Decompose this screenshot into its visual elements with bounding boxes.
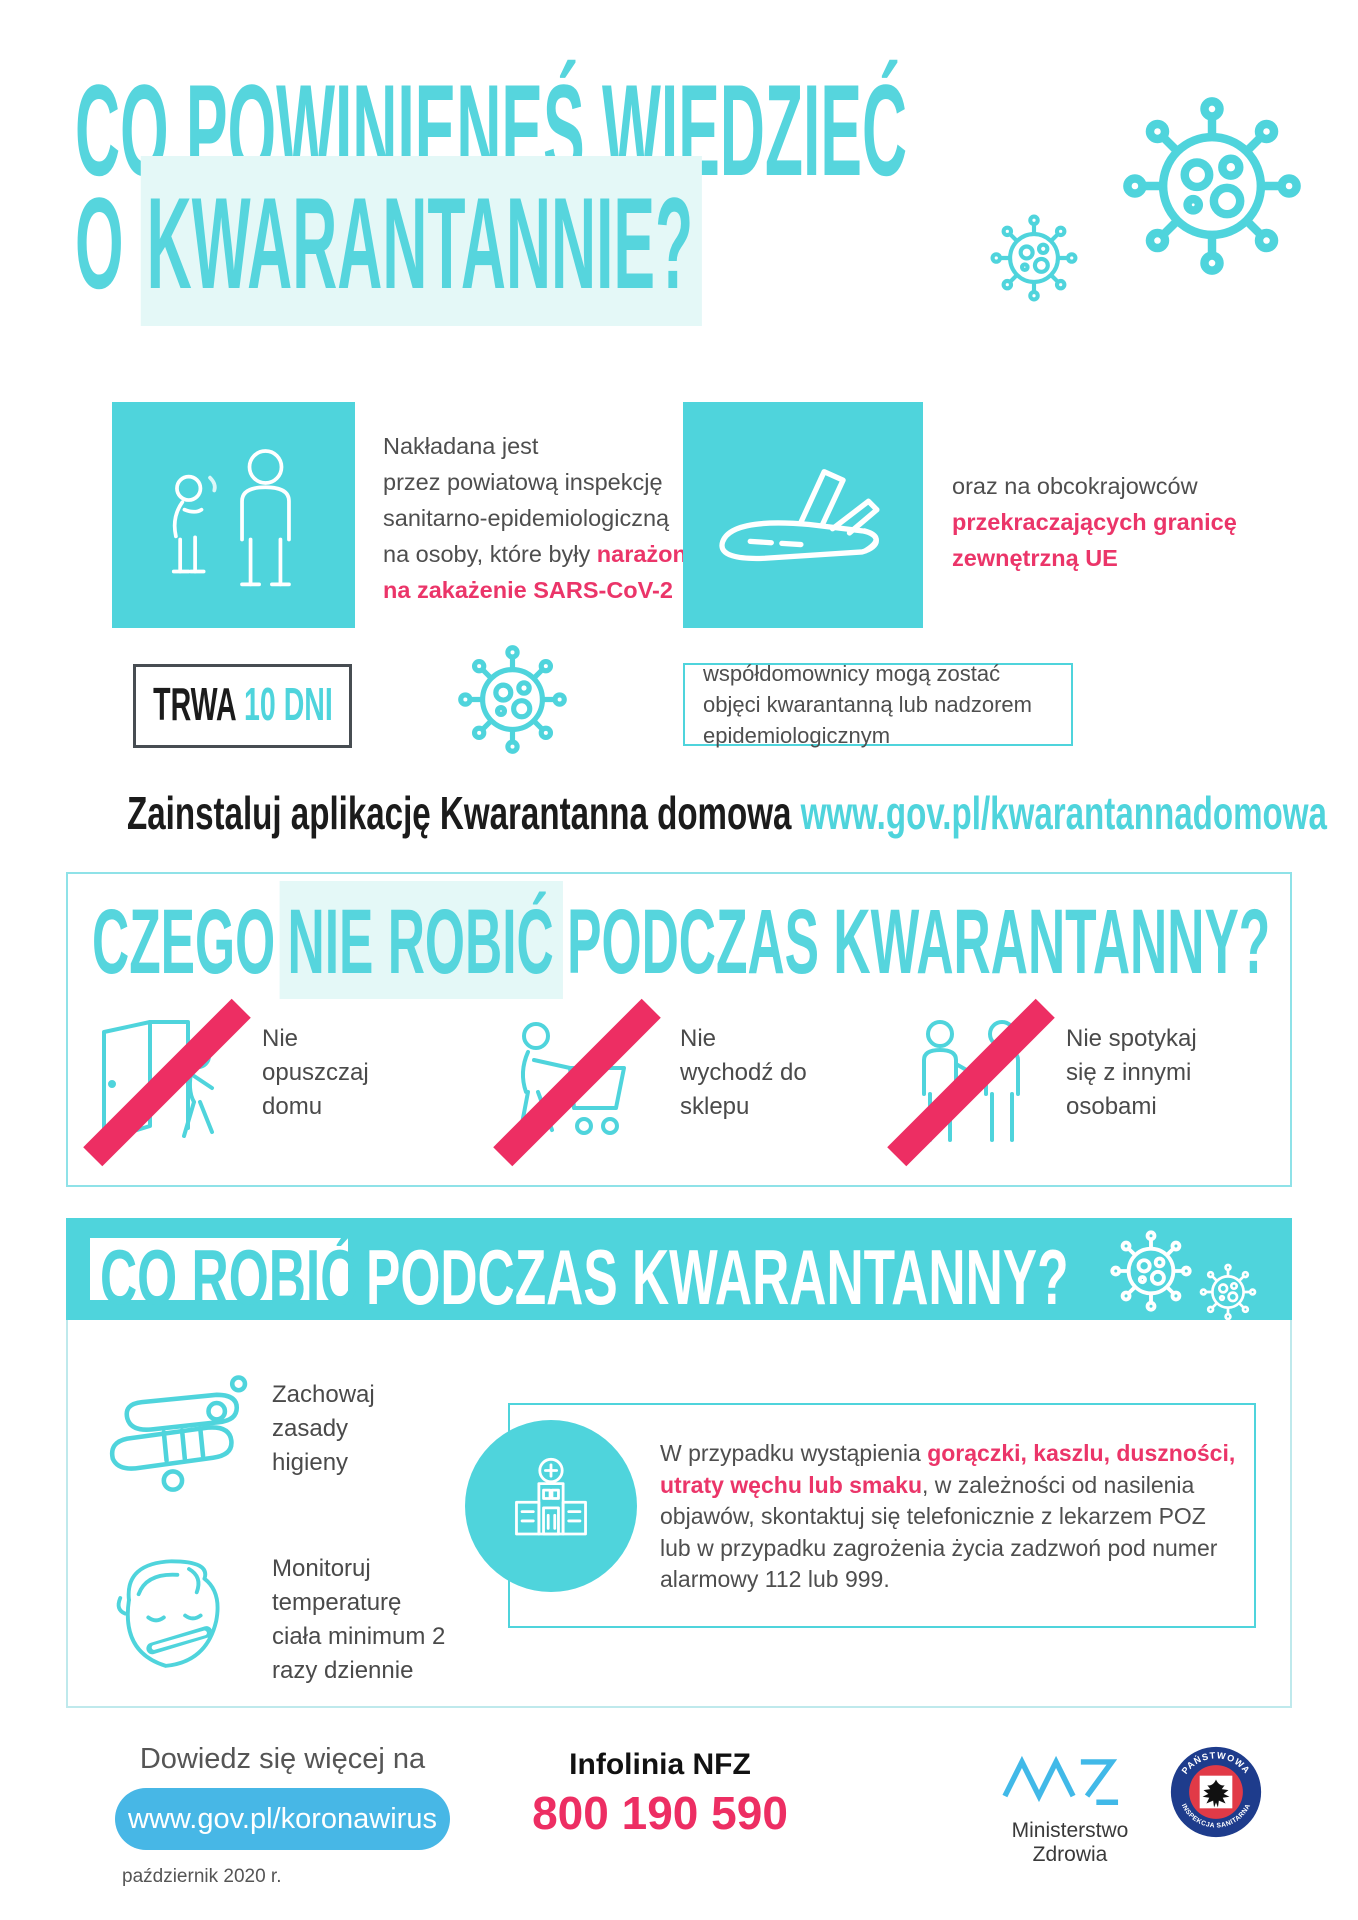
quarantine-illustration-box (112, 402, 355, 628)
text-accent: zewnętrzną UE (952, 545, 1118, 571)
more-info-label: Dowiedz się więcej na (139, 1743, 426, 1775)
eagle-emblem (1202, 1779, 1230, 1808)
text-line: na osoby, które były narażone (383, 536, 700, 572)
virus-icon (988, 212, 1080, 304)
text-plain: na osoby, które były (383, 541, 597, 567)
dont-item-icon-wrap (493, 998, 661, 1167)
title-part: CZEGO (92, 891, 276, 993)
text-accent: narażone (596, 541, 700, 567)
text-line: sanitarno-epidemiologiczną (383, 505, 670, 531)
nfz-hotline: Infolinia NFZ 800 190 590 (470, 1748, 850, 1840)
do-title-chip: CO ROBIĆ (90, 1233, 357, 1321)
hospital-badge (465, 1420, 637, 1592)
dont-item-label: Nie wychodź do sklepu (680, 1025, 807, 1120)
dont-item-icon-wrap (887, 998, 1055, 1167)
virus-icon (455, 642, 570, 757)
title-highlight: NIE ROBIĆ (279, 881, 563, 999)
do-title-highlight: CO ROBIĆ (100, 1233, 358, 1321)
text-plain: , w zależności od nasilenia objawów, sko… (660, 1471, 1218, 1593)
title-prefix: O (75, 170, 141, 316)
ministry-label: Ministerstwo Zdrowia (1011, 1819, 1129, 1866)
app-install-line: Zainstaluj aplikację Kwarantanna domowa … (127, 786, 1327, 840)
text-line: przez powiatową inspekcję (383, 469, 663, 495)
app-install-link[interactable]: www.gov.pl/kwarantannadomowa (800, 787, 1327, 839)
duration-label: TRWA (152, 677, 237, 730)
duration-value: 10 DNI (243, 677, 333, 730)
do-section-header-band: CO ROBIĆ PODCZAS KWARANTANNY? (66, 1218, 1292, 1320)
do-item-label: Monitoruj temperaturę ciała minimum 2 ra… (272, 1555, 446, 1684)
virus-icon (1108, 1228, 1194, 1314)
cohabitants-note-box: współdomownicy mogą zostać objęci kwaran… (683, 661, 1073, 748)
ministry-of-health-logo: Ministerstwo Zdrowia (985, 1748, 1155, 1867)
text-line: Nakładana jest (383, 433, 539, 459)
text-accent: gorączki, kaszlu, duszności, utraty węch… (660, 1440, 1236, 1498)
sanitary-inspection-logo: PAŃSTWOWA INSPEKCJA SANITARNA (1168, 1744, 1264, 1840)
do-item-icon-wrap (100, 1362, 255, 1522)
do-item-label: Zachowaj zasady higieny (272, 1381, 375, 1476)
text-accent: na zakażenie SARS-CoV-2 (383, 577, 673, 603)
publication-date: październik 2020 r. (122, 1866, 282, 1887)
text-line: oraz na obcokrajowców (952, 473, 1198, 499)
do-item-icon-wrap (96, 1538, 251, 1698)
title-highlight: KWARANTANNIE? (140, 156, 702, 326)
travel-illustration-box (683, 402, 923, 628)
virus-icon (1118, 92, 1306, 280)
dont-item-label: Nie spotykaj się z innymi osobami (1066, 1025, 1197, 1120)
text-plain: W przypadku wystąpienia (660, 1440, 928, 1466)
mz-logo-mark-icon (1002, 1755, 1119, 1805)
dont-section-title: CZEGO NIE ROBIĆ PODCZAS KWARANTANNY? (92, 881, 1271, 999)
symptoms-warning-text: W przypadku wystąpienia gorączki, kaszlu… (660, 1438, 1238, 1596)
hand-washing-icon (109, 1375, 248, 1492)
duration-badge: TRWA 10 DNI (133, 664, 352, 748)
thermometer-face-icon (116, 1559, 220, 1668)
page-title-line2: O KWARANTANNIE? (75, 156, 702, 326)
hospital-icon (515, 1457, 587, 1536)
foreigners-description: oraz na obcokrajowców przekraczających g… (952, 468, 1237, 576)
virus-icon (1198, 1262, 1258, 1322)
text-accent: przekraczających granicę (952, 509, 1237, 535)
hotline-label: Infolinia NFZ (569, 1748, 751, 1781)
app-install-text: Zainstaluj aplikację Kwarantanna domowa (127, 787, 801, 839)
koronawirus-url-pill[interactable]: www.gov.pl/koronawirus (115, 1788, 450, 1850)
do-title-rest: PODCZAS KWARANTANNY? (366, 1233, 1069, 1321)
dont-item-label: Nie opuszczaj domu (262, 1025, 369, 1120)
quarantined-persons-icon (171, 449, 291, 587)
dont-item-icon-wrap (83, 998, 251, 1167)
airplane-icon (719, 469, 880, 562)
duration-badge-text: TRWA 10 DNI (153, 677, 333, 731)
dont-section-box (66, 872, 1292, 1187)
cohabitants-note: współdomownicy mogą zostać objęci kwaran… (703, 661, 1032, 748)
title-part: PODCZAS KWARANTANNY? (567, 891, 1271, 993)
quarantine-description: Nakładana jest przez powiatową inspekcję… (383, 428, 700, 608)
hotline-number: 800 190 590 (532, 1787, 788, 1839)
